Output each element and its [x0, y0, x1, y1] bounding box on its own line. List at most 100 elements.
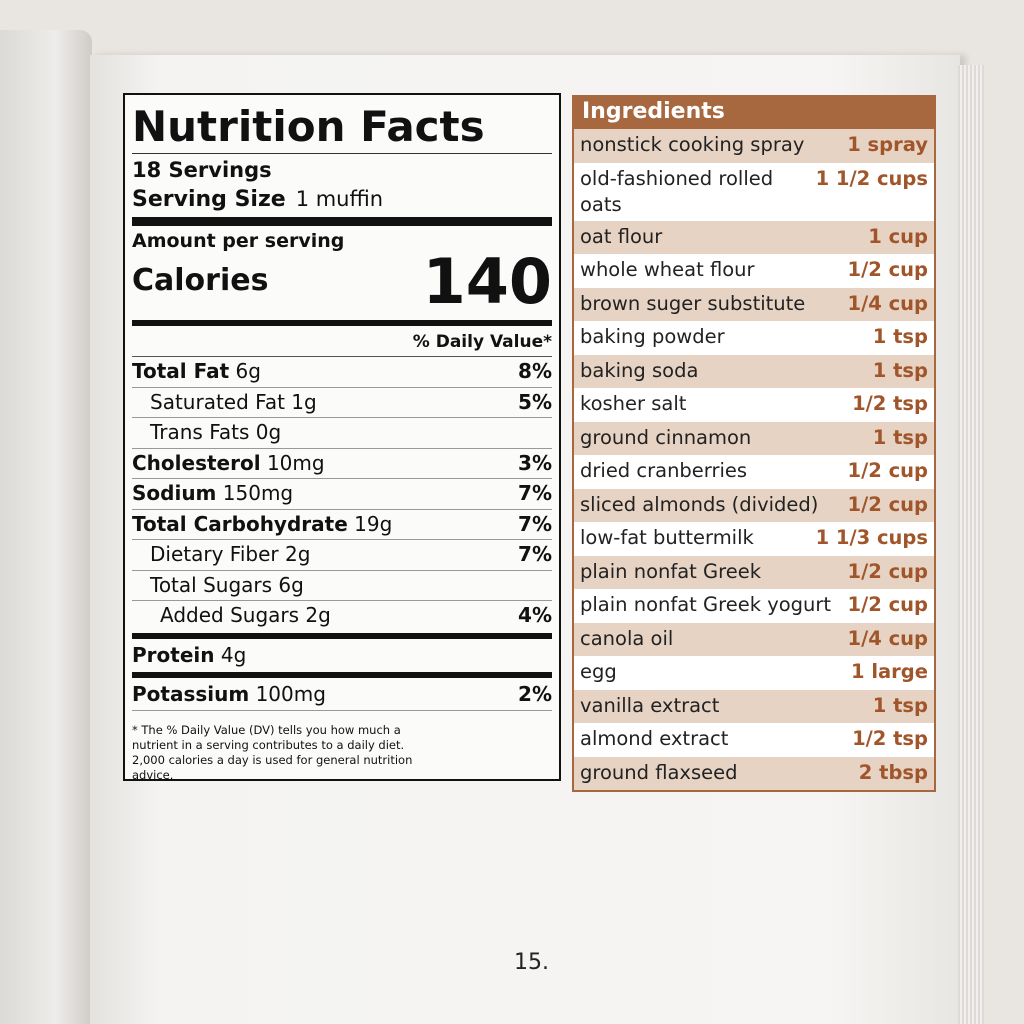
daily-value: 2% [518, 682, 552, 706]
ingredient-amount: 1/2 tsp [852, 392, 928, 415]
ingredient-amount: 1/4 cup [847, 626, 928, 650]
daily-value: 4% [518, 603, 552, 627]
ingredient-row: nonstick cooking spray 1 spray [574, 129, 934, 163]
serving-size-label: Serving Size [132, 187, 286, 212]
nutrient-row: Sodium 150mg 7% [132, 479, 552, 510]
nutrient-row: Trans Fats 0g [132, 418, 552, 449]
nutrient-name: Added Sugars [160, 603, 300, 627]
daily-value: 7% [518, 511, 552, 536]
calories-value: 140 [422, 245, 552, 318]
ingredient-amount: 1 tsp [872, 693, 928, 717]
ingredient-amount: 1/2 tsp [852, 727, 928, 750]
nutrient-row: Cholesterol 10mg 3% [132, 449, 552, 479]
nutrient-amount: 4g [220, 642, 247, 667]
nutrient-amount: 2g [284, 542, 311, 566]
nutrient: Total Fat 6g [132, 357, 261, 387]
left-page [0, 30, 92, 1024]
ingredient-name: baking powder [580, 325, 725, 348]
nutrient: Protein 4g [132, 641, 246, 671]
ingredient-row: ground flaxseed 2 tbsp [574, 756, 934, 790]
nutrient-name: Total Carbohydrate [132, 511, 348, 536]
ingredient-row: egg 1 large [574, 656, 934, 690]
nutrient-name: Total Fat [132, 359, 230, 383]
ingredient-amount: 1/2 cup [847, 492, 928, 516]
nutrient: Saturated Fat 1g [132, 388, 317, 418]
ingredient-name: old-fashioned rolled oats [580, 166, 774, 216]
ingredient-rows: nonstick cooking spray 1 spray old-fashion… [574, 129, 934, 790]
ingredient-row: vanilla extract 1 tsp [574, 689, 934, 723]
ingredient-amount: 1/2 cup [847, 559, 928, 583]
ingredient-name: almond extract [580, 727, 729, 750]
ingredient-name: ground cinnamon [580, 425, 752, 449]
ingredient-row: oat flour 1 cup [574, 220, 934, 254]
nutrient-name: Total Sugars [150, 572, 273, 597]
serving-size-value: 1 muffin [295, 187, 384, 211]
ingredient-name: plain nonfat Greek [580, 559, 762, 583]
nutrition-title: Nutrition Facts [132, 101, 552, 154]
daily-value-header: % Daily Value* [132, 328, 552, 357]
nutrient-row: Saturated Fat 1g 5% [132, 388, 552, 418]
ingredient-amount: 1 tsp [872, 325, 928, 348]
nutrient: Dietary Fiber 2g [132, 540, 310, 570]
nutrient-amount: 19g [354, 511, 393, 536]
ingredient-name: nonstick cooking spray [580, 133, 805, 156]
nutrient-row: Protein 4g [132, 641, 552, 671]
nutrient: Trans Fats 0g [132, 418, 281, 448]
ingredient-row: low-fat buttermilk 1 1/3 cups [574, 522, 934, 556]
ingredient-amount: 1 1/2 cups [815, 166, 928, 190]
nutrient-row: Dietary Fiber 2g 7% [132, 540, 552, 571]
servings: 18 Servings [132, 158, 272, 182]
ingredient-amount: 1 cup [868, 224, 928, 248]
rule [132, 632, 552, 639]
ingredient-amount: 1 tsp [872, 425, 928, 449]
rule [132, 320, 552, 326]
nutrient-amount: 0g [255, 420, 282, 444]
ingredient-name: kosher salt [580, 392, 687, 415]
nutrient-name: Trans Fats [150, 420, 250, 444]
nutrient: Added Sugars 2g [132, 601, 331, 631]
nutrient-amount: 6g [235, 359, 261, 383]
ingredient-name: canola oil [580, 626, 674, 650]
ingredient-row: plain nonfat Greek yogurt 1/2 cup [574, 589, 934, 623]
ingredient-row: old-fashioned rolled oats 1 1/2 cups [574, 163, 934, 221]
calories-label: Calories [132, 263, 269, 298]
ingredient-name: baking soda [580, 358, 699, 382]
ingredient-name: oat flour [580, 224, 663, 248]
ingredient-amount: 1/2 cup [847, 593, 928, 616]
nutrient-name: Potassium [132, 682, 250, 706]
rule [132, 217, 552, 226]
ingredient-row: almond extract 1/2 tsp [574, 723, 934, 757]
ingredient-row: ground cinnamon 1 tsp [574, 421, 934, 455]
nutrient-amount: 150mg [222, 481, 294, 505]
nutrition-label: Nutrition Facts 18 Servings Serving Size… [123, 93, 561, 782]
ingredient-amount: 1 tsp [872, 358, 928, 382]
ingredient-name: whole wheat flour [580, 258, 755, 281]
nutrient: Cholesterol 10mg [132, 449, 325, 479]
nutrient-amount: 100mg [255, 682, 326, 706]
footnote: * The % Daily Value (DV) tells you how m… [132, 722, 413, 782]
calories-row: Calories 140 [132, 245, 552, 318]
nutrient-name: Cholesterol [132, 450, 261, 475]
nutrient: Sodium 150mg [132, 479, 293, 509]
ingredient-name: low-fat buttermilk [580, 526, 754, 549]
ingredient-row: plain nonfat Greek 1/2 cup [574, 555, 934, 589]
ingredient-row: baking soda 1 tsp [574, 354, 934, 388]
ingredient-name: ground flaxseed [580, 760, 738, 784]
nutrient-row: Potassium 100mg 2% [132, 680, 552, 711]
ingredient-row: baking powder 1 tsp [574, 321, 934, 355]
nutrient-name: Sodium [132, 481, 217, 505]
ingredient-row: kosher salt 1/2 tsp [574, 388, 934, 422]
ingredient-amount: 1/2 cup [847, 258, 928, 281]
daily-value: 7% [518, 542, 552, 566]
ingredient-row: sliced almonds (divided) 1/2 cup [574, 488, 934, 522]
nutrient-row: Total Fat 6g 8% [132, 357, 552, 388]
nutrient-name: Dietary Fiber [150, 542, 279, 566]
nutrient-rows: Total Fat 6g 8% Saturated Fat 1g 5% Trans Fa… [132, 357, 552, 711]
ingredient-name: sliced almonds (divided) [580, 492, 819, 516]
daily-value: 3% [518, 450, 552, 475]
rule [132, 672, 552, 678]
nutrient-amount: 6g [278, 572, 304, 597]
page-number: 15. [514, 950, 549, 975]
ingredient-name: dried cranberries [580, 459, 748, 482]
